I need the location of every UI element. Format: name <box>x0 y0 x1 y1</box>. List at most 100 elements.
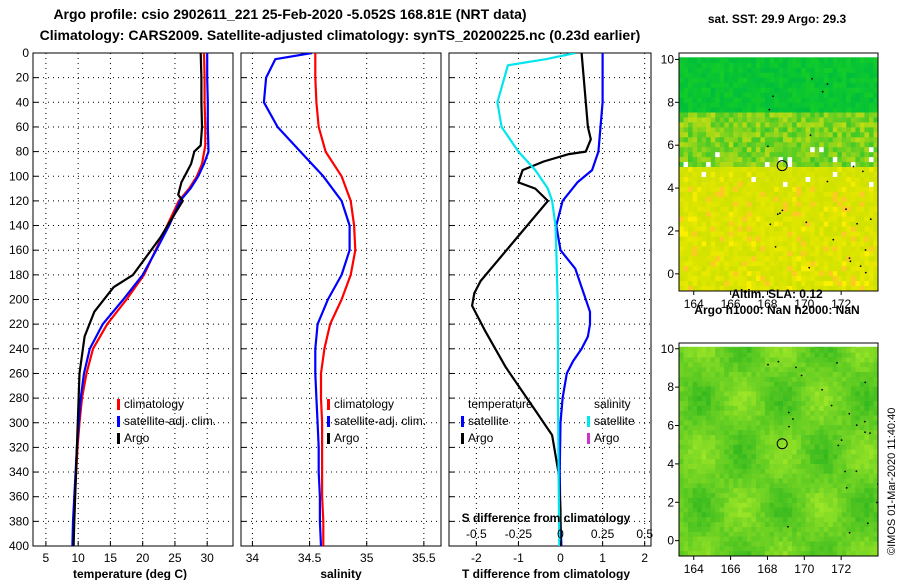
map-cell <box>715 497 721 504</box>
map-cell <box>873 444 878 450</box>
map-cell <box>792 449 798 455</box>
map-cell <box>697 517 703 523</box>
map-cell <box>728 266 734 272</box>
map-cell <box>832 147 838 153</box>
map-cell <box>774 107 779 113</box>
map-cell <box>710 459 716 465</box>
map-cell <box>783 102 788 109</box>
map-cell <box>855 512 861 518</box>
map-cell <box>719 405 725 412</box>
map-cell <box>697 401 703 407</box>
depth-tick-label: 240 <box>9 342 29 356</box>
map-cell <box>859 92 865 99</box>
map-cell <box>769 122 775 128</box>
map-cell <box>760 531 766 538</box>
map-cell <box>855 226 861 232</box>
map-cell <box>692 122 698 128</box>
map-cell <box>751 152 757 158</box>
map-cell <box>810 221 816 228</box>
map-cell <box>832 186 838 193</box>
map-cell <box>724 454 730 460</box>
map-cell <box>810 256 816 262</box>
map-cell <box>828 231 834 237</box>
map-cell <box>746 167 752 173</box>
legend-label-s-satellite: satellite <box>594 414 635 428</box>
map-cell <box>778 281 784 287</box>
map-cell <box>792 405 798 412</box>
map-cell <box>814 386 820 392</box>
map-cell <box>823 221 829 228</box>
map-cell <box>692 221 698 228</box>
map-cell <box>792 522 798 528</box>
map-cell <box>683 196 689 203</box>
map-cell <box>796 256 802 262</box>
difference-top-xtick-label: -0.25 <box>505 527 533 541</box>
coastline-dot <box>869 218 872 221</box>
map-cell <box>683 221 689 228</box>
map-cell <box>837 405 843 412</box>
map-cell <box>755 112 761 118</box>
map-cell <box>692 507 698 513</box>
depth-tick-label: 120 <box>9 194 29 208</box>
map-cell <box>733 147 739 153</box>
map-cell <box>706 177 712 183</box>
map-cell <box>760 251 766 257</box>
map-cell <box>832 266 838 272</box>
map-cell <box>873 357 878 363</box>
map-cell <box>796 271 802 277</box>
map-cell <box>755 551 761 556</box>
map-cell <box>778 381 784 387</box>
map-cell <box>688 271 693 277</box>
map-cell <box>697 527 703 533</box>
map-cell <box>692 517 698 523</box>
map-cell <box>864 102 870 109</box>
map-cell <box>679 72 684 79</box>
map-cell <box>697 522 703 528</box>
map-cell <box>864 266 870 272</box>
map-cell <box>733 396 739 402</box>
map-cell <box>737 142 743 148</box>
map-cell <box>787 420 793 426</box>
map-cell <box>737 478 743 484</box>
map-cell <box>814 435 820 441</box>
map-cell <box>746 196 752 203</box>
map-cell <box>692 77 698 84</box>
map-cell <box>755 483 761 489</box>
map-cell <box>841 67 847 74</box>
map-cell <box>828 420 834 426</box>
map-cell <box>715 357 721 363</box>
map-cell <box>828 507 834 513</box>
map-cell <box>746 107 752 113</box>
map-cell <box>787 102 793 109</box>
map-cell <box>778 191 784 198</box>
map-cell <box>769 449 775 455</box>
map-cell <box>778 478 784 484</box>
map-cell <box>683 459 689 465</box>
map-cell <box>832 132 838 138</box>
map-cell <box>746 444 752 450</box>
map-cell <box>769 497 775 504</box>
map-cell <box>701 459 707 465</box>
map-cell <box>850 372 856 378</box>
map-cell <box>832 216 838 223</box>
map-cell <box>683 435 689 441</box>
map-cell <box>692 546 698 552</box>
map-cell <box>823 241 829 247</box>
map-cell <box>728 352 734 358</box>
map-cell <box>869 87 874 94</box>
map-cell <box>683 473 689 479</box>
map-cell <box>828 286 834 291</box>
map-cell <box>869 221 874 228</box>
map-cell <box>783 347 788 354</box>
map-cell <box>796 410 802 417</box>
map-cell <box>814 191 820 198</box>
map-cell <box>692 172 698 178</box>
map-cell <box>855 527 861 533</box>
map-cell <box>755 62 761 69</box>
map-cell <box>859 464 865 470</box>
map-cell <box>869 420 874 426</box>
map-cell <box>850 211 856 218</box>
map-cell <box>832 449 838 455</box>
map-cell <box>805 449 811 455</box>
map-cell <box>792 483 798 489</box>
